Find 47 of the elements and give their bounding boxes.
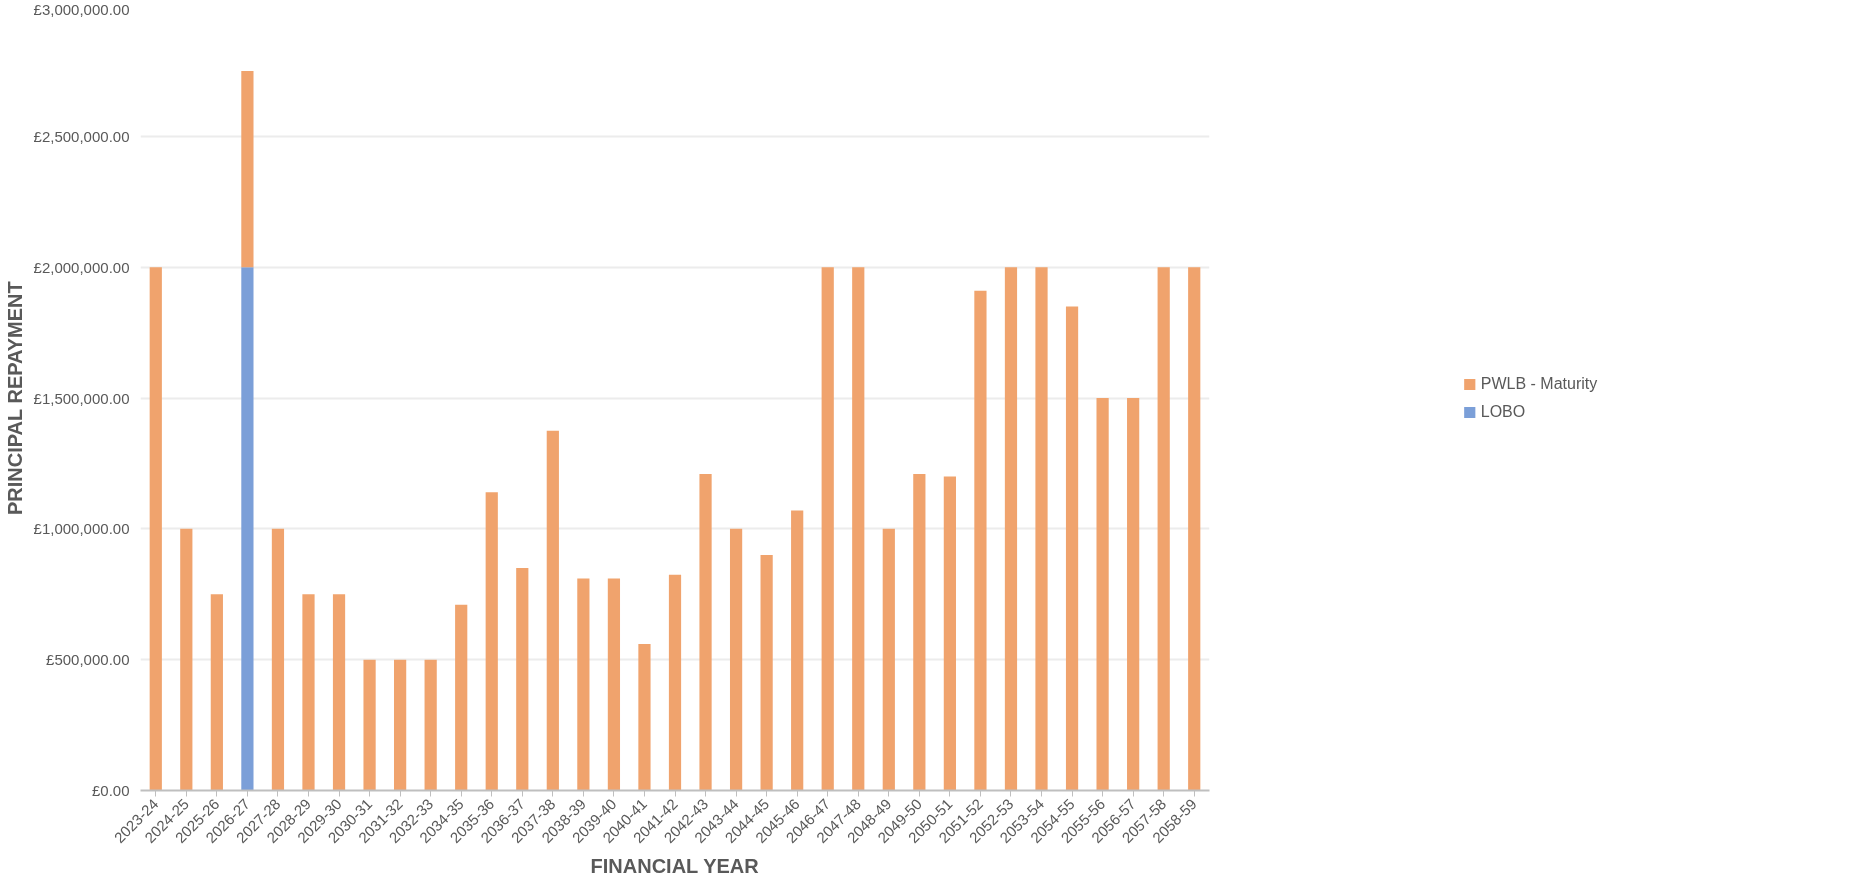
bar (149, 267, 162, 791)
bar (607, 578, 621, 791)
bar (791, 510, 804, 791)
bar (638, 643, 651, 791)
bar (210, 594, 223, 791)
legend-label: PWLB - Maturity (1480, 374, 1598, 393)
bar (1096, 398, 1109, 791)
y-tick-label: £2,500,000.00 (33, 127, 130, 145)
bar (1035, 267, 1048, 791)
bar (1127, 398, 1140, 791)
bar (546, 430, 559, 791)
bar (882, 528, 895, 791)
y-tick-label: £500,000.00 (46, 651, 130, 669)
bar (180, 528, 193, 791)
bar (271, 528, 285, 791)
bar (455, 604, 468, 791)
bar (974, 290, 987, 791)
bar (332, 594, 346, 791)
y-axis-title: PRINCIPAL REPAYMENT (3, 281, 26, 516)
bar (760, 555, 773, 791)
y-tick-label: £3,000,000.00 (33, 0, 130, 18)
y-tick-label: £1,500,000.00 (33, 389, 130, 407)
bar (1188, 267, 1201, 791)
bar (943, 476, 956, 791)
bar (668, 574, 682, 791)
bar (1065, 306, 1079, 791)
bar (302, 594, 315, 791)
bar (699, 473, 712, 791)
bar (821, 267, 834, 791)
bar (1157, 267, 1170, 791)
bar (516, 568, 529, 791)
legend-label: LOBO (1480, 402, 1526, 421)
bar (913, 473, 926, 791)
bar (241, 267, 254, 791)
bar (394, 659, 407, 791)
y-tick-label: £1,000,000.00 (33, 520, 130, 538)
bar (577, 578, 590, 791)
x-axis-title: FINANCIAL YEAR (590, 855, 760, 878)
bar (424, 659, 437, 791)
bar (485, 492, 498, 791)
bar (1004, 267, 1018, 791)
bar (852, 267, 865, 791)
bar (363, 659, 376, 791)
y-tick-label: £0.00 (91, 782, 130, 799)
y-tick-label: £2,000,000.00 (33, 258, 130, 276)
bar (241, 70, 254, 268)
bar (729, 528, 743, 791)
